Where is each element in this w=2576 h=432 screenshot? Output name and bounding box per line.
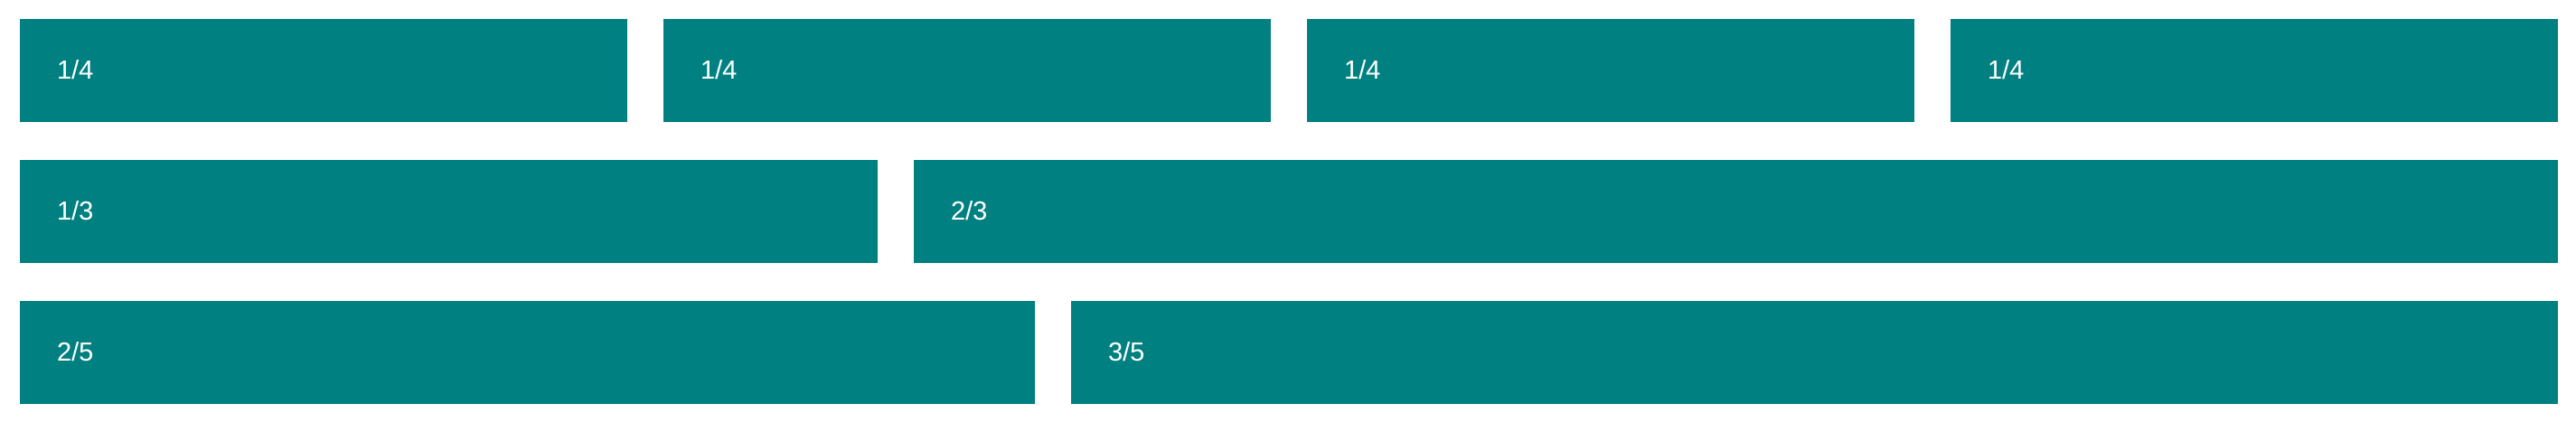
grid-cell-quarter-1: 1/4 — [20, 19, 627, 122]
grid-row-thirds: 1/3 2/3 — [20, 160, 2558, 263]
grid-row-fifths: 2/5 3/5 — [20, 301, 2558, 404]
grid-cell-three-fifths: 3/5 — [1071, 301, 2558, 404]
grid-row-quarters: 1/4 1/4 1/4 1/4 — [20, 19, 2558, 122]
grid-cell-quarter-4: 1/4 — [1951, 19, 2558, 122]
grid-cell-one-third: 1/3 — [20, 160, 878, 263]
grid-cell-two-fifths: 2/5 — [20, 301, 1035, 404]
grid-cell-two-thirds: 2/3 — [914, 160, 2558, 263]
grid-cell-quarter-3: 1/4 — [1307, 19, 1914, 122]
grid-cell-quarter-2: 1/4 — [663, 19, 1271, 122]
